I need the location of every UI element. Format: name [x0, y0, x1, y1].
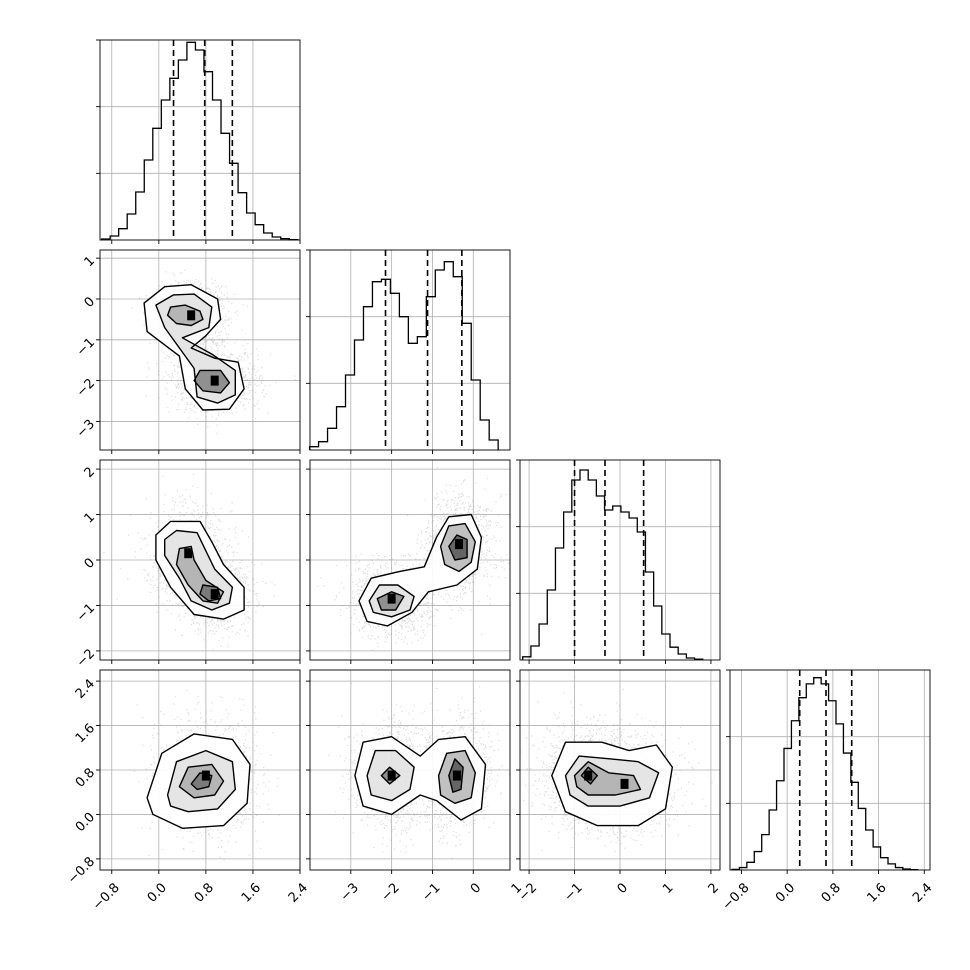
density-panel-1-2	[306, 459, 511, 664]
histogram-panel-3	[726, 669, 931, 874]
y-tick-label: 2	[82, 465, 98, 481]
density-content-0-2	[103, 474, 276, 651]
density-peak-1	[454, 539, 463, 550]
x-tick-label: −1	[561, 880, 585, 904]
y-tick-label: −2	[74, 376, 98, 400]
density-peak-1	[210, 589, 219, 600]
contour-line-3	[376, 591, 405, 611]
contour-line-3	[199, 584, 222, 602]
x-tick-label: −1	[419, 880, 443, 904]
y-tick-label: 1	[82, 510, 98, 526]
x-tick-label: 0	[468, 880, 484, 896]
contour-line-2	[573, 761, 642, 796]
density-content-1-2	[317, 467, 510, 660]
sample-points	[317, 467, 510, 660]
histogram-steps-1	[308, 261, 499, 450]
histogram-panel-2	[516, 459, 721, 664]
contour-line-2	[178, 763, 225, 799]
x-tick-label: 0.8	[192, 880, 217, 905]
x-tick-label: 0.0	[145, 880, 170, 905]
y-tick-label: −3	[74, 417, 98, 441]
y-tick-label: 2.4	[73, 677, 98, 702]
x-tick-label: 0.0	[773, 880, 798, 905]
contour-line-1	[155, 293, 236, 404]
contour-line-0	[358, 513, 483, 627]
density-content-0-1	[131, 269, 296, 434]
y-tick-label: −0.8	[65, 854, 98, 887]
x-tick-label: 0	[615, 880, 631, 896]
histogram-panel-1	[306, 249, 511, 454]
contour-line-1	[368, 584, 415, 618]
x-tick-label: −3	[338, 880, 362, 904]
density-peak-1	[620, 778, 629, 789]
contour-fill-2	[167, 305, 203, 326]
contour-line-4	[448, 758, 464, 793]
y-tick-label: 0	[82, 555, 98, 571]
density-peak-1	[452, 770, 461, 781]
histogram-panel-0	[96, 39, 301, 244]
contour-line-0	[143, 284, 245, 411]
contour-line-0	[354, 736, 487, 821]
density-content-0-3	[133, 689, 280, 861]
y-tick-label: −1	[74, 601, 98, 625]
histogram-0-frame	[99, 39, 301, 241]
x-tick-label: 2	[706, 880, 722, 896]
contour-line-0	[155, 520, 245, 620]
density-panel-2-3	[516, 669, 721, 874]
density-content-1-3	[328, 682, 510, 860]
y-tick-label: −1	[74, 335, 98, 359]
contour-line-1	[164, 529, 234, 611]
histogram-3-frame	[729, 669, 931, 871]
y-tick-label: 1.6	[73, 721, 98, 746]
contour-line-0	[146, 733, 251, 829]
histogram-steps-2	[522, 469, 704, 660]
y-tick-label: 0.8	[73, 765, 98, 790]
contour-line-1	[564, 755, 660, 807]
x-tick-label: 1	[660, 880, 676, 896]
contour-line-2	[437, 749, 476, 804]
contour-line-2	[166, 304, 204, 327]
density-peak-0	[184, 548, 193, 559]
density-peak-1	[210, 375, 219, 386]
density-panel-0-3	[96, 669, 301, 874]
y-tick-label: 1	[82, 254, 98, 270]
density-peak-0	[387, 770, 396, 781]
x-tick-label: 2.4	[910, 880, 935, 905]
x-tick-label: 2.4	[286, 880, 311, 905]
histogram-1-frame	[309, 249, 511, 451]
histogram-steps-0	[100, 41, 299, 241]
density-peak-0	[187, 310, 196, 321]
y-tick-label: 0.0	[73, 810, 98, 835]
density-panel-1-3	[306, 669, 511, 874]
y-tick-label: −2	[74, 646, 98, 670]
x-tick-label: −2	[516, 880, 540, 904]
density-peak-0	[201, 770, 210, 781]
contour-line-3	[193, 369, 231, 394]
contour-line-1	[166, 749, 236, 813]
contour-line-3	[380, 766, 401, 785]
contour-line-3	[580, 766, 598, 785]
x-tick-label: −0.8	[90, 880, 123, 913]
density-content-2-3	[520, 676, 713, 853]
y-tick-label: 0	[82, 294, 98, 310]
density-peak-0	[387, 593, 396, 604]
density-panel-0-1	[96, 249, 301, 454]
density-0-1-frame	[99, 249, 301, 451]
x-tick-label: −2	[379, 880, 403, 904]
contour-line-2	[439, 522, 476, 573]
x-tick-label: 1.6	[864, 880, 889, 905]
x-tick-label: 1.6	[239, 880, 264, 905]
contour-line-0	[551, 741, 673, 827]
x-tick-label: −0.8	[720, 880, 753, 913]
contour-line-3	[190, 772, 213, 791]
x-tick-label: 0.8	[819, 880, 844, 905]
contour-line-4	[448, 534, 468, 561]
density-peak-0	[584, 770, 593, 781]
histogram-steps-3	[731, 677, 919, 871]
contour-line-1	[366, 749, 415, 802]
density-panel-0-2	[96, 459, 301, 664]
